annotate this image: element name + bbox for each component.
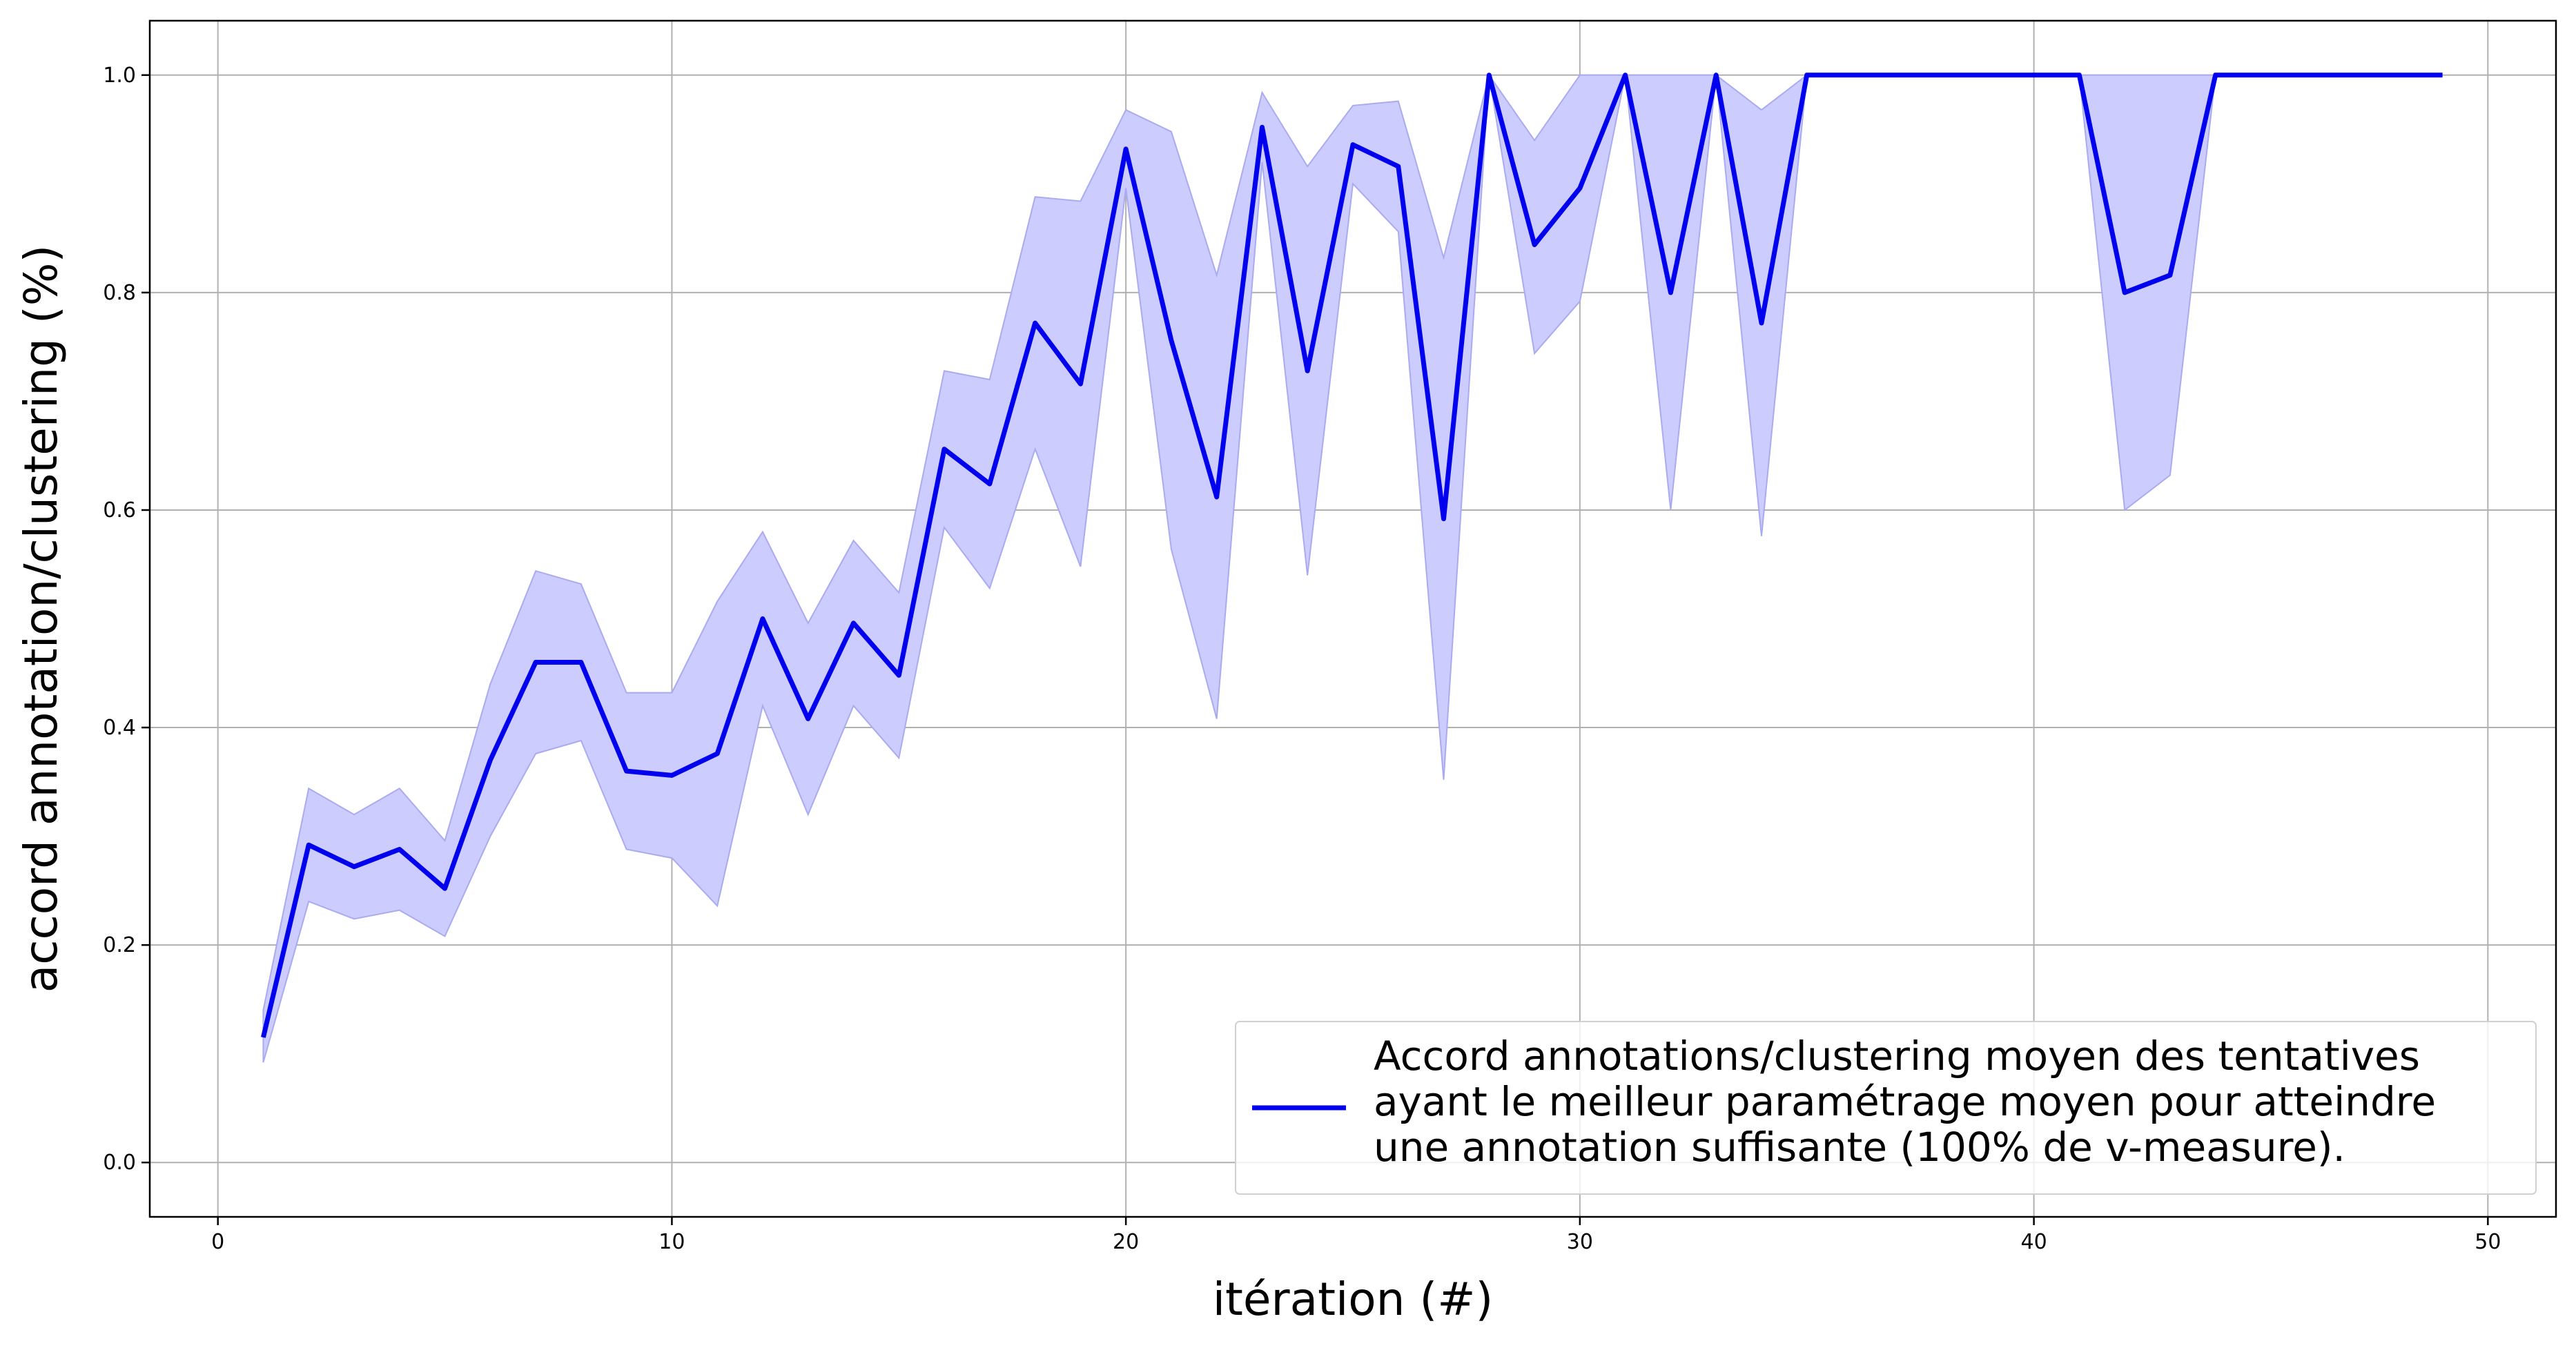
x-tick-label-5: 50: [2475, 1230, 2501, 1254]
y-tick-label-1: 0.2: [103, 933, 136, 957]
y-tick-label-5: 1.0: [103, 64, 136, 88]
y-tick-label-2: 0.4: [103, 716, 136, 740]
legend-text-line-2: ayant le meilleur paramétrage moyen pour…: [1374, 1078, 2436, 1125]
y-tick-label-0: 0.0: [103, 1151, 136, 1175]
axes-layer: [148, 19, 2557, 1218]
x-axis-label: itération (#): [1213, 1273, 1494, 1326]
legend-box: [1235, 1021, 2537, 1195]
x-tick-label-3: 30: [1567, 1230, 1593, 1254]
x-tick-label-1: 10: [658, 1230, 685, 1254]
x-tick-label-2: 20: [1113, 1230, 1139, 1254]
legend: Accord annotations/clustering moyen des …: [1235, 1021, 2537, 1195]
axes-frame: [148, 19, 2557, 1218]
legend-text-line-1: Accord annotations/clustering moyen des …: [1374, 1033, 2420, 1080]
mean-line-layer: [260, 72, 2443, 1038]
mean-line: [260, 72, 2443, 1038]
x-tick-label-0: 0: [211, 1230, 224, 1254]
y-tick-label-3: 0.6: [103, 498, 136, 522]
x-ticks: 0 10 20 30 40 50: [211, 1217, 2501, 1254]
y-axis-label: accord annotation/clustering (%): [14, 245, 68, 993]
x-tick-label-4: 40: [2021, 1230, 2047, 1254]
legend-text-line-3: une annotation suffisante (100% de v-mea…: [1374, 1124, 2345, 1171]
y-ticks: 0.0 0.2 0.4 0.6 0.8 1.0: [103, 64, 150, 1175]
y-tick-label-4: 0.8: [103, 281, 136, 305]
